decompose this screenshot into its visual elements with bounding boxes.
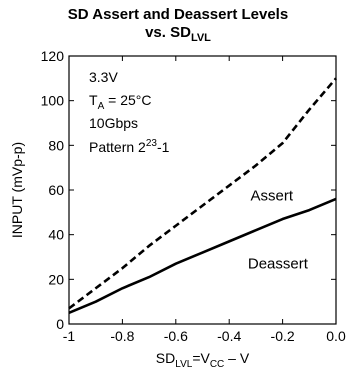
x-axis-label: SDLVL=VCC – V [156, 350, 250, 370]
y-tick-label: 120 [41, 48, 65, 64]
annotation-pattern-main: Pattern 2 [89, 139, 146, 155]
x-tick-label: -0.8 [110, 328, 134, 344]
x-axis-label-sub2: CC [210, 359, 224, 370]
x-tick-label: -0.2 [271, 328, 295, 344]
annotation-voltage: 3.3V [89, 69, 118, 85]
x-tick-label: -1 [63, 328, 76, 344]
y-tick-label: 0 [56, 316, 64, 332]
y-tick-label: 20 [48, 271, 64, 287]
series-label-deassert: Deassert [248, 256, 309, 273]
y-tick-label: 100 [41, 93, 65, 109]
series-line-assert [68, 77, 337, 310]
x-axis-label-suffix: – V [224, 350, 250, 366]
annotation-pattern-suffix: -1 [157, 139, 170, 155]
y-tick-label: 40 [48, 227, 64, 243]
chart-title-line2: vs. SDLVL [0, 24, 356, 47]
annotation-temperature-sub: A [98, 101, 105, 112]
chart-title-line1: SD Assert and Deassert Levels [67, 6, 289, 23]
y-tick-label: 80 [48, 137, 64, 153]
series-line-deassert [68, 197, 337, 315]
annotation-temperature-value: = 25°C [104, 92, 151, 108]
annotation-pattern: Pattern 223-1 [89, 138, 170, 155]
x-tick-label: -0.4 [217, 328, 241, 344]
chart-title-line2-main: vs. SD [145, 24, 191, 41]
annotation-pattern-sup: 23 [146, 138, 158, 149]
x-axis-label-prefix: SD [156, 350, 175, 366]
chart-title-line2-sub: LVL [190, 32, 211, 44]
annotation-temperature-t: T [89, 92, 98, 108]
series-label-assert: Assert [251, 187, 294, 204]
x-axis-label-middle: =V [192, 350, 210, 366]
y-axis-label: INPUT (mVp-p) [9, 142, 25, 238]
x-tick-label: 0.0 [326, 328, 346, 344]
annotation-temperature: TA = 25°C [89, 92, 151, 112]
annotation-rate: 10Gbps [89, 115, 138, 131]
x-axis-label-sub: LVL [175, 359, 192, 370]
y-tick-label: 60 [48, 182, 64, 198]
x-tick-label: -0.6 [164, 328, 188, 344]
